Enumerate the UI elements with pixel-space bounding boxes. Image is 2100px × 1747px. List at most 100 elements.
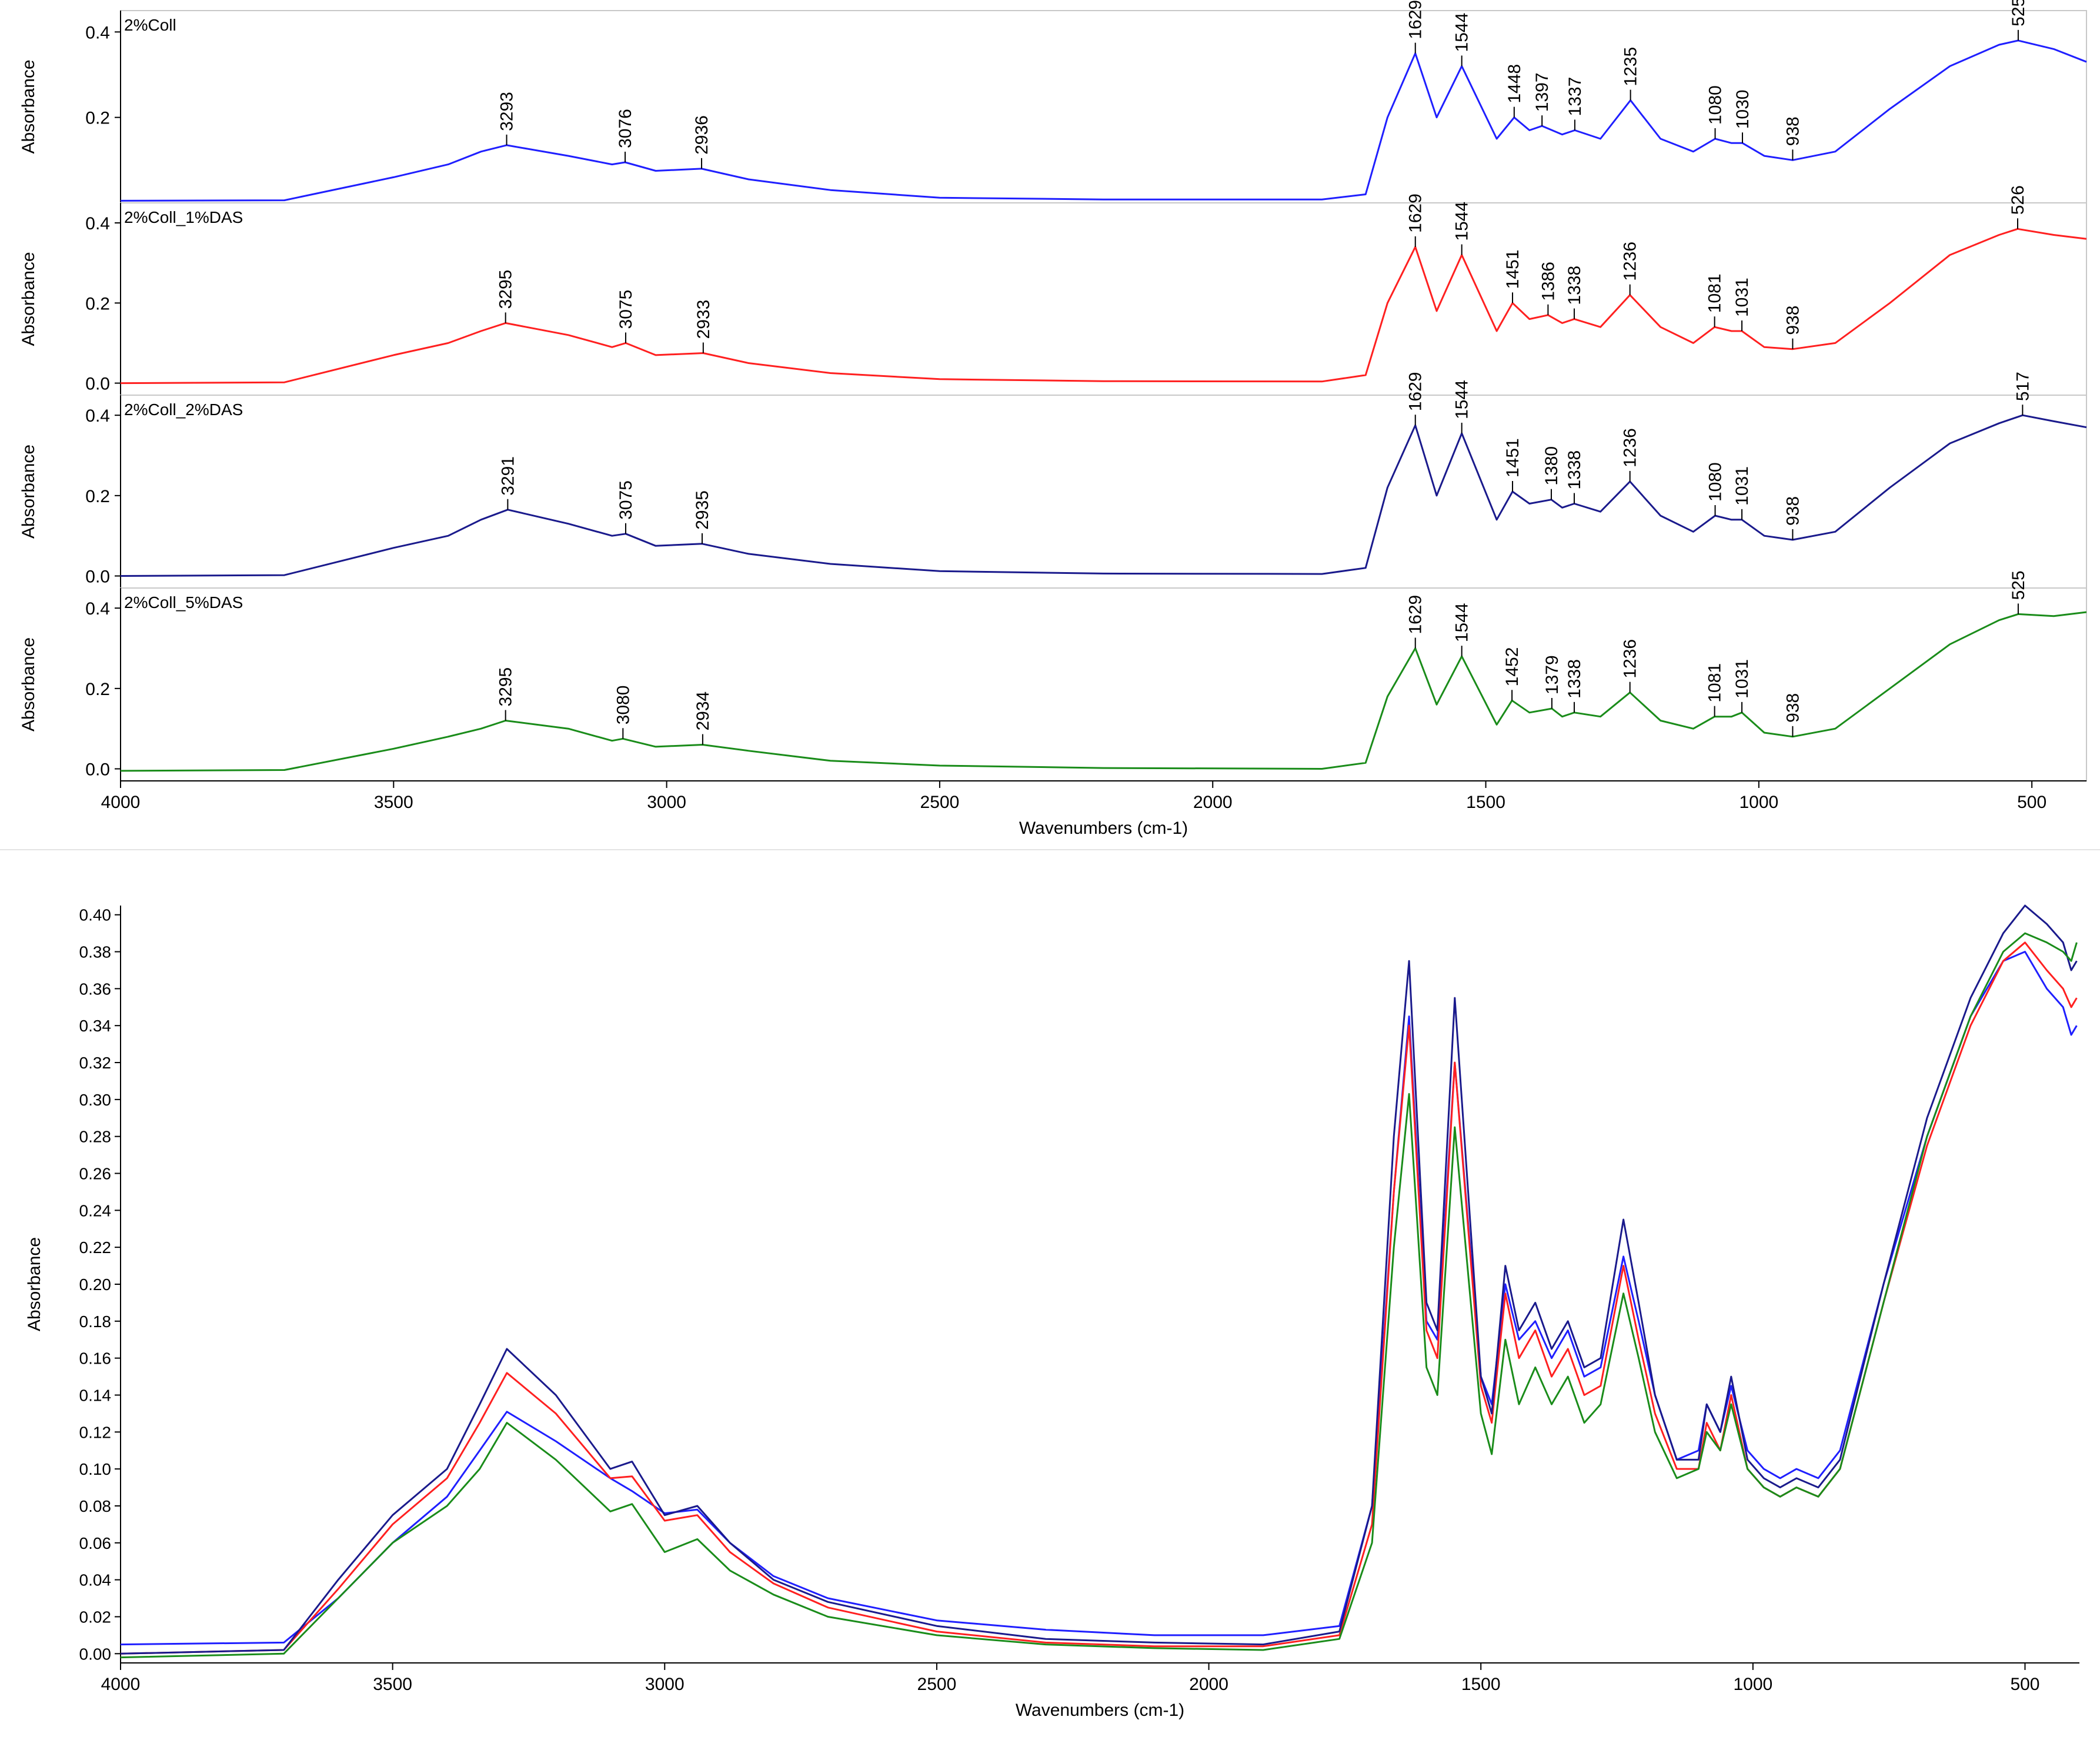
y-tick-label: 0.2 [85, 109, 110, 128]
y-tick-label: 0.40 [79, 906, 112, 924]
y-tick-label: 0.0 [85, 375, 110, 394]
peak-label: 1081 [1705, 663, 1725, 703]
peak-label: 1629 [1406, 193, 1425, 233]
peak-label: 1448 [1505, 64, 1524, 103]
y-tick-label: 0.2 [85, 294, 110, 313]
stacked-spectra-chart: 0.2 0.4 Absorbance 2%Coll 3293 3076 2936 1629 15… [0, 0, 2100, 850]
x-tick-label: 500 [2010, 1675, 2039, 1694]
peak-label: 1544 [1453, 13, 1472, 52]
x-tick-label: 1000 [1739, 793, 1778, 812]
peak-label: 1338 [1565, 659, 1584, 699]
peak-label: 1338 [1565, 450, 1584, 490]
peak-label: 938 [1783, 306, 1802, 335]
peak-label: 2934 [693, 692, 713, 731]
peak-label: 1386 [1538, 262, 1558, 301]
y-tick-label: 0.0 [85, 567, 110, 587]
peak-label: 1544 [1453, 380, 1472, 419]
y-tick-label: 0.26 [79, 1165, 112, 1183]
y-tick-label: 0.10 [79, 1460, 112, 1478]
y-tick-label: 0.02 [79, 1608, 112, 1626]
peak-label: 1080 [1706, 462, 1725, 502]
peak-label: 3295 [496, 667, 516, 707]
y-axis-title: Absorbance [25, 1237, 44, 1331]
y-tick-label: 0.16 [79, 1350, 112, 1368]
y-tick-label: 0.28 [79, 1128, 112, 1146]
y-tick-label: 0.4 [85, 23, 110, 42]
y-tick-label: 0.0 [85, 760, 110, 780]
x-tick-label: 1000 [1733, 1675, 1772, 1694]
x-tick-label: 500 [2017, 793, 2046, 812]
spectrum-line [120, 904, 2078, 1655]
peak-label: 2933 [694, 300, 713, 339]
x-tick-label: 3000 [645, 1675, 685, 1694]
peak-label: 3076 [616, 109, 635, 148]
peak-label: 1235 [1621, 47, 1641, 86]
y-axis-title: Absorbance [19, 252, 38, 346]
peak-label: 1031 [1732, 659, 1752, 699]
y-tick-label: 0.20 [79, 1275, 112, 1294]
peak-label: 1338 [1565, 266, 1584, 305]
x-tick-label: 1500 [1461, 1675, 1501, 1694]
y-tick-label: 0.2 [85, 487, 110, 506]
y-tick-label: 0.32 [79, 1054, 112, 1072]
peak-label: 3080 [613, 686, 633, 725]
y-tick-label: 0.4 [85, 406, 110, 426]
spectrum-line [120, 228, 2087, 385]
peak-label: 938 [1783, 496, 1802, 526]
panel-title: 2%Coll [124, 16, 176, 34]
y-tick-label: 0.24 [79, 1201, 112, 1220]
y-tick-label: 0.14 [79, 1386, 112, 1404]
x-tick-label: 3500 [374, 793, 413, 812]
x-tick-label: 1500 [1466, 793, 1505, 812]
peak-label: 1544 [1453, 603, 1472, 642]
y-axis-title: Absorbance [19, 59, 38, 153]
peak-label: 3293 [498, 92, 517, 131]
spectrum-line [120, 932, 2078, 1659]
peak-label: 1379 [1543, 655, 1562, 694]
peak-label: 3295 [496, 270, 516, 309]
panel-title: 2%Coll_2%DAS [124, 400, 243, 419]
peak-label: 1080 [1706, 85, 1725, 125]
y-tick-label: 0.18 [79, 1312, 112, 1331]
peak-label: 1031 [1732, 466, 1752, 506]
y-tick-label: 0.34 [79, 1017, 112, 1035]
peak-label: 938 [1783, 693, 1802, 723]
peak-label: 1544 [1453, 202, 1472, 241]
peak-label: 2936 [692, 115, 712, 155]
y-tick-label: 0.22 [79, 1238, 112, 1257]
peak-label: 3075 [616, 290, 636, 329]
overlay-spectra-chart: 0.00 0.02 0.04 0.06 0.08 0.10 0.12 0.14 0.16 0.18… [25, 904, 2079, 1720]
peak-label: 1081 [1705, 273, 1725, 313]
x-tick-label: 3000 [647, 793, 686, 812]
peak-label: 1397 [1533, 72, 1552, 112]
y-tick-label: 0.38 [79, 943, 112, 961]
y-tick-label: 0.36 [79, 980, 112, 998]
y-axis-title: Absorbance [19, 637, 38, 731]
x-tick-label: 4000 [101, 793, 141, 812]
peak-label: 1629 [1406, 372, 1425, 412]
peak-label: 2935 [693, 490, 712, 530]
peak-label: 517 [2013, 372, 2032, 401]
y-tick-label: 0.06 [79, 1534, 112, 1552]
x-tick-label: 3500 [373, 1675, 412, 1694]
peak-label: 1629 [1406, 0, 1425, 39]
x-axis-title: Wavenumbers (cm-1) [1019, 819, 1188, 838]
peak-label: 938 [1783, 116, 1802, 146]
peak-label: 1337 [1565, 77, 1585, 116]
peak-label: 1629 [1406, 595, 1425, 634]
x-tick-label: 2500 [917, 1675, 957, 1694]
spectrum-line [120, 951, 2078, 1646]
y-axis-title: Absorbance [19, 445, 38, 539]
panel-title: 2%Coll_1%DAS [124, 208, 243, 226]
peak-label: 1031 [1732, 278, 1752, 317]
peak-label: 1030 [1733, 90, 1752, 129]
peak-label: 1452 [1503, 647, 1522, 687]
y-tick-label: 0.2 [85, 680, 110, 699]
peak-label: 3075 [616, 480, 636, 520]
y-tick-label: 0.4 [85, 599, 110, 619]
y-tick-label: 0.30 [79, 1091, 112, 1109]
x-tick-label: 2000 [1189, 1675, 1228, 1694]
peak-label: 1380 [1542, 446, 1561, 486]
